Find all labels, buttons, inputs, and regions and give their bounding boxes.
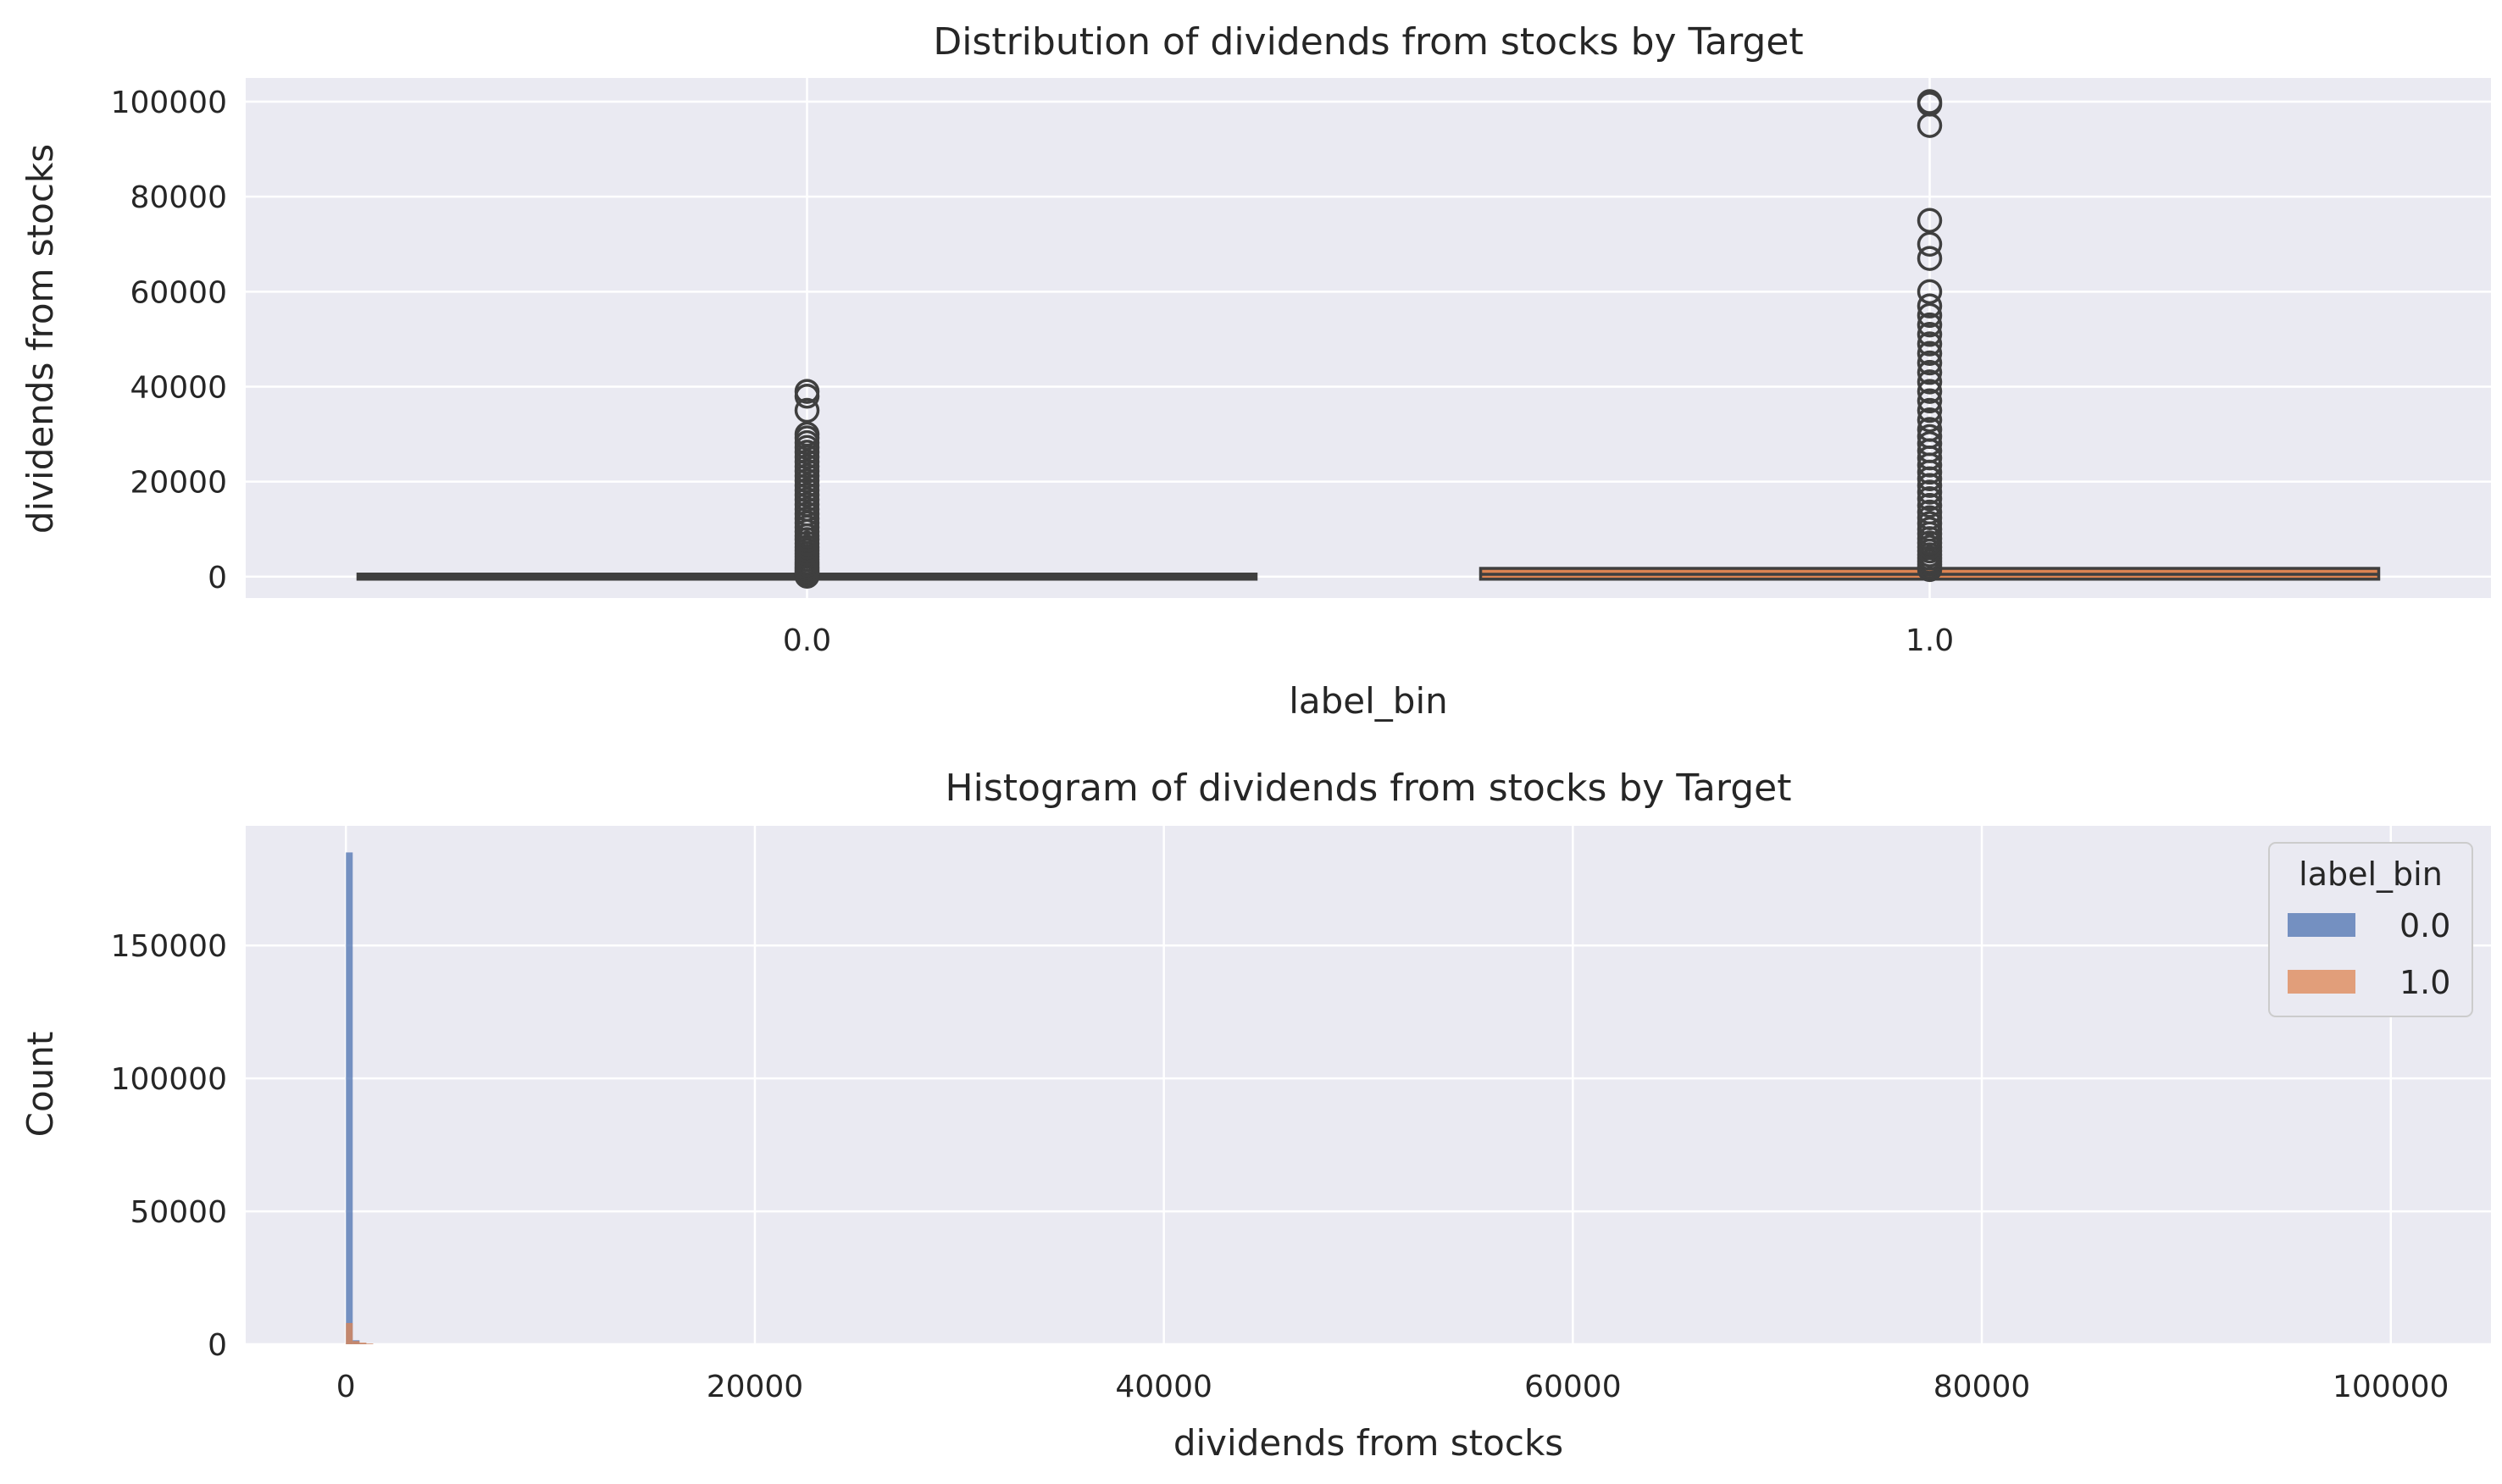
hist-x-tick-4: 80000 — [1933, 1370, 2031, 1404]
hist-x-tick-3: 60000 — [1524, 1370, 1622, 1404]
histogram-bars — [346, 852, 374, 1344]
box-plot-x-axis-label: label_bin — [1289, 680, 1448, 722]
box-outlier-1-25 — [1917, 424, 1943, 450]
hist-x-tick-5: 100000 — [2333, 1370, 2449, 1404]
box-outlier-1-42 — [1917, 231, 1943, 257]
histogram-x-tick-labels: 0 20000 40000 60000 80000 100000 — [336, 1370, 2449, 1404]
box-outlier-1-43 — [1917, 208, 1943, 233]
box-1 — [1478, 89, 2381, 583]
box-outlier-1-36 — [1917, 322, 1943, 347]
box-y-tick-1: 20000 — [130, 466, 227, 501]
box-outlier-1-34 — [1917, 341, 1943, 366]
legend-label-0-0: 0.0 — [2399, 907, 2450, 944]
hist-bar-1-0 — [346, 1322, 353, 1344]
legend-swatch-0-0 — [2288, 913, 2355, 937]
box-outlier-1-16 — [1917, 486, 1943, 512]
box-y-tick-2: 40000 — [130, 370, 227, 405]
legend-title: label_bin — [2299, 856, 2443, 893]
hist-y-tick-0: 0 — [208, 1328, 227, 1363]
box-outlier-1-37 — [1917, 312, 1943, 338]
box-outlier-1-32 — [1917, 359, 1943, 385]
legend-label-1-0: 1.0 — [2399, 964, 2450, 1001]
hist-x-tick-1: 20000 — [707, 1370, 804, 1404]
hist-x-tick-0: 0 — [336, 1370, 356, 1404]
box-plot-title: Distribution of dividends from stocks by… — [933, 20, 1803, 64]
box-outlier-1-27 — [1917, 407, 1943, 433]
legend-swatch-1-0 — [2288, 970, 2355, 994]
box-plot-marks — [356, 89, 2381, 589]
hist-bar-0-0 — [346, 852, 353, 1344]
hist-x-tick-2: 40000 — [1115, 1370, 1212, 1404]
box-outlier-1-14 — [1917, 499, 1943, 525]
hist-series-1 — [346, 1322, 374, 1344]
box-y-tick-4: 80000 — [130, 180, 227, 215]
hist-y-tick-1: 50000 — [130, 1195, 227, 1230]
histogram-plot-area — [246, 826, 2491, 1344]
box-outlier-1-30 — [1917, 379, 1943, 404]
box-outlier-0-38 — [794, 421, 820, 447]
box-plot-area — [246, 78, 2491, 598]
hist-y-tick-2: 100000 — [111, 1062, 227, 1097]
box-outlier-0-39 — [794, 397, 820, 424]
box-x-tick-0: 0.0 — [783, 623, 831, 658]
box-outlier-1-26 — [1917, 417, 1943, 442]
histogram-title: Histogram of dividends from stocks by Ta… — [946, 767, 1792, 810]
box-outlier-1-35 — [1917, 331, 1943, 357]
histogram-legend: label_bin 0.0 1.0 — [2268, 842, 2473, 1017]
box-outlier-1-40 — [1917, 279, 1943, 305]
box-y-tick-5: 100000 — [111, 86, 227, 120]
box-outlier-1-29 — [1917, 388, 1943, 414]
box-outlier-1-46 — [1917, 89, 1943, 114]
box-x-tick-1: 1.0 — [1906, 623, 1954, 658]
box-outlier-1-28 — [1917, 397, 1943, 424]
box-y-tick-0: 0 — [208, 561, 227, 595]
hist-bar-1-1 — [352, 1341, 360, 1344]
box-plot-x-tick-labels: 0.0 1.0 — [783, 623, 1954, 658]
box-outlier-1-18 — [1917, 473, 1943, 498]
box-outlier-1-24 — [1917, 431, 1943, 457]
histogram-y-tick-labels: 0 50000 100000 150000 — [111, 929, 227, 1363]
hist-y-tick-3: 150000 — [111, 929, 227, 964]
box-plot-y-axis-label: dividends from stocks — [19, 144, 61, 534]
histogram-y-axis-label: Count — [19, 1032, 61, 1138]
box-outlier-1-38 — [1917, 302, 1943, 329]
histogram-x-axis-label: dividends from stocks — [1173, 1422, 1563, 1464]
box-outlier-1-31 — [1917, 369, 1943, 395]
hist-bar-1-3 — [366, 1343, 374, 1344]
box-outlier-1-33 — [1917, 350, 1943, 376]
box-plot-chart: 0 20000 40000 60000 80000 100000 0.0 1.0 Distr… — [19, 20, 2491, 722]
box-0 — [356, 379, 1258, 589]
box-outlier-0-41 — [794, 379, 820, 404]
box-outlier-1-17 — [1917, 479, 1943, 505]
hist-bar-1-2 — [359, 1343, 367, 1344]
box-plot-y-tick-labels: 0 20000 40000 60000 80000 100000 — [111, 86, 227, 595]
box-y-tick-3: 60000 — [130, 275, 227, 310]
box-outlier-1-41 — [1917, 246, 1943, 271]
box-outlier-1-39 — [1917, 293, 1943, 318]
histogram-chart: 0 50000 100000 150000 0 20000 40000 60000 80000… — [19, 767, 2491, 1464]
box-outlier-1-15 — [1917, 492, 1943, 518]
